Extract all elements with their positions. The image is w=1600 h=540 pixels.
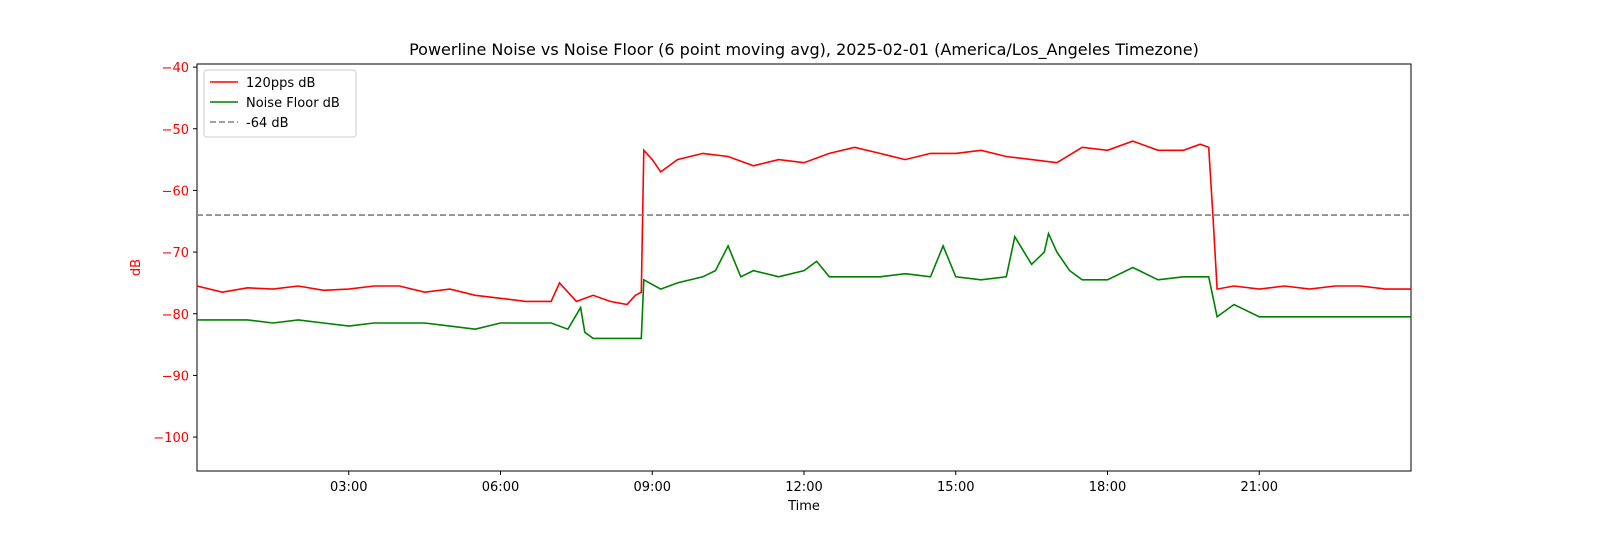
y-tick-label: −90 [162, 369, 189, 384]
chart-title: Powerline Noise vs Noise Floor (6 point … [409, 40, 1199, 60]
legend-label-2: -64 dB [246, 116, 289, 131]
y-tick-label: −40 [162, 61, 189, 76]
plot-area [196, 63, 1412, 472]
x-axis: 03:00 06:00 09:00 12:00 15:00 18:00 21:00 [330, 471, 1278, 495]
y-tick-label: −80 [162, 308, 189, 323]
y-tick-label: −50 [162, 123, 189, 138]
legend-label-0: 120pps dB [246, 76, 315, 91]
x-tick-label: 12:00 [785, 480, 822, 495]
plot-lines [196, 140, 1411, 340]
y-tick-label: −70 [162, 246, 189, 261]
x-tick-label: 09:00 [634, 480, 671, 495]
series-line-0 [196, 140, 1411, 306]
x-tick-label: 18:00 [1089, 480, 1126, 495]
y-axis-label: dB [129, 259, 144, 276]
x-tick-label: 15:00 [937, 480, 974, 495]
legend-box [203, 69, 357, 138]
y-tick-label: −100 [153, 431, 189, 446]
x-axis-label: Time [787, 499, 820, 514]
y-tick-label: −60 [162, 184, 189, 199]
x-tick-label: 21:00 [1241, 480, 1278, 495]
series-line-1 [197, 231, 1411, 340]
legend-label-1: Noise Floor dB [246, 96, 340, 111]
legend: 120pps dB Noise Floor dB -64 dB [203, 69, 357, 138]
y-axis: −40 −50 −60 −70 −80 −90 −100 [153, 61, 197, 446]
x-tick-label: 03:00 [330, 480, 367, 495]
x-tick-label: 06:00 [482, 480, 519, 495]
